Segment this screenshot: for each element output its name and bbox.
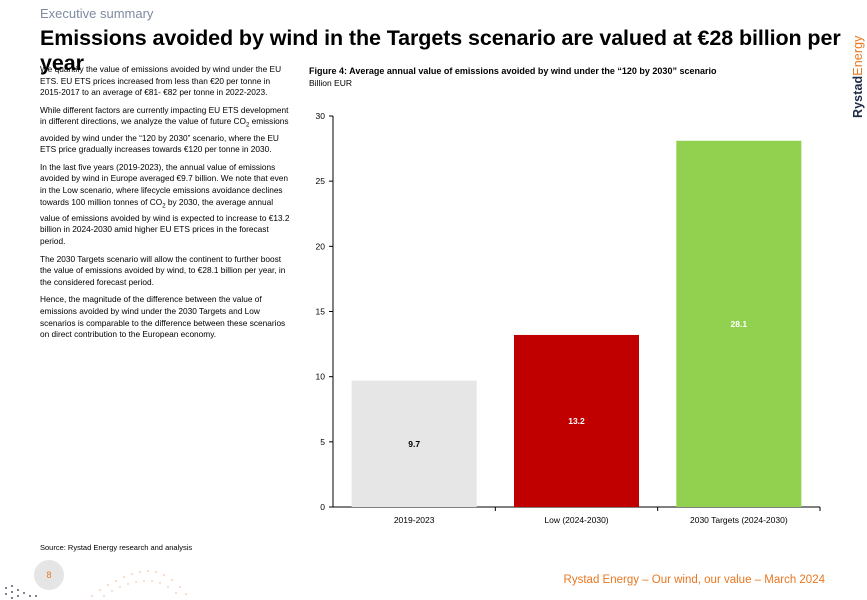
data-label: 28.1 — [731, 319, 748, 329]
paragraph-2-part-b: emissions avoided by wind under the “120… — [40, 116, 289, 155]
decorative-dot-pattern — [5, 570, 187, 599]
footer-text: Rystad Energy – Our wind, our value – Ma… — [563, 574, 825, 586]
brand-logo-part2: Energy — [851, 35, 865, 76]
brand-logo-part1: Rystad — [851, 75, 865, 118]
y-tick-label: 0 — [320, 502, 325, 512]
paragraph-3: In the last five years (2019-2023), the … — [40, 162, 293, 248]
paragraph-4: The 2030 Targets scenario will allow the… — [40, 253, 286, 287]
section-label: Executive summary — [40, 6, 154, 21]
data-label: 9.7 — [408, 439, 420, 449]
y-tick-label: 10 — [316, 372, 326, 382]
paragraph-3-part-a: In the last five years (2019-2023), the … — [40, 161, 288, 207]
y-tick-label: 15 — [316, 307, 326, 317]
y-tick-label: 30 — [316, 111, 326, 121]
y-tick-label: 5 — [320, 437, 325, 447]
bar — [351, 380, 477, 507]
chart-subtitle: Billion EUR — [309, 78, 352, 88]
x-tick-label: Low (2024-2030) — [544, 515, 608, 525]
bar — [514, 334, 639, 507]
y-tick-label: 25 — [316, 176, 326, 186]
paragraph-2: While different factors are currently im… — [40, 105, 293, 156]
data-label: 13.2 — [568, 416, 585, 426]
chart-title: Figure 4: Average annual value of emissi… — [309, 66, 717, 76]
x-tick-label: 2030 Targets (2024-2030) — [690, 515, 788, 525]
brand-logo: RystadEnergy — [842, 34, 865, 119]
source-note: Source: Rystad Energy research and analy… — [40, 543, 193, 552]
y-tick-label: 20 — [316, 241, 326, 251]
paragraph-1: We quantify the value of emissions avoid… — [40, 64, 282, 98]
paragraph-3-subscript: 2 — [162, 203, 166, 210]
page-title: Emissions avoided by wind in the Targets… — [40, 26, 841, 75]
bar — [676, 140, 802, 507]
paragraph-3-part-b: by 2030, the average annual value of emi… — [40, 196, 290, 247]
page-number-badge: 8 — [34, 560, 64, 590]
paragraph-5: Hence, the magnitude of the difference b… — [40, 294, 286, 340]
body-text: We quantify the value of emissions avoid… — [40, 64, 293, 347]
bar-chart: 0 5 10 15 20 25 30 9.7 2019-2023 13.2 Low (2024-20… — [316, 111, 821, 525]
x-tick-label: 2019-2023 — [394, 515, 435, 525]
paragraph-2-part-a: While different factors are currently im… — [40, 104, 289, 127]
paragraph-2-subscript: 2 — [246, 123, 250, 130]
